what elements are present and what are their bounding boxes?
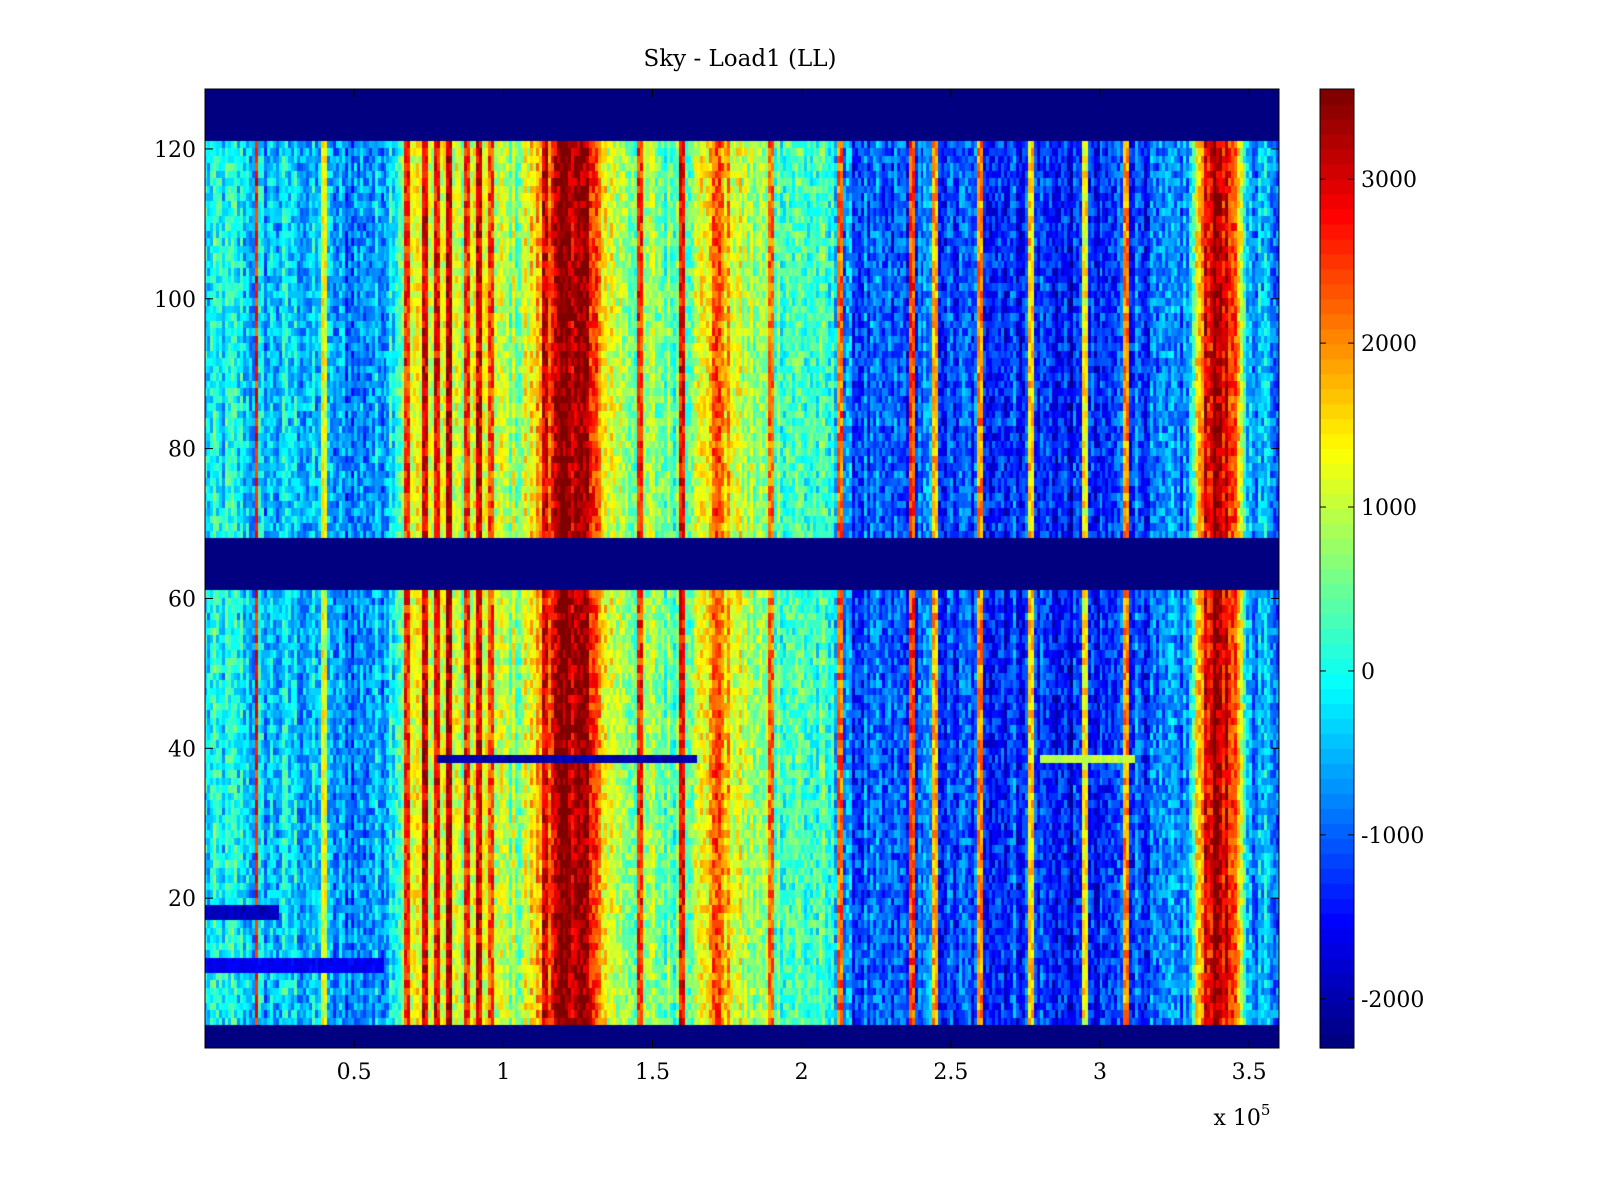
colorbar-segment <box>1320 223 1354 240</box>
colorbar-segment <box>1320 538 1354 555</box>
colorbar-segment <box>1320 298 1354 315</box>
y-tick-label: 20 <box>168 887 196 912</box>
colorbar-segment <box>1320 403 1354 420</box>
colorbar-segment <box>1320 628 1354 645</box>
colorbar-segment <box>1320 208 1354 225</box>
colorbar-segment <box>1320 838 1354 854</box>
plot-frame <box>204 88 1280 1049</box>
colorbar-segment <box>1320 418 1354 435</box>
colorbar-segment <box>1320 388 1354 405</box>
x-tick-label: 2.5 <box>933 1060 968 1085</box>
colorbar-segment <box>1320 89 1354 105</box>
colorbar-segment <box>1320 433 1354 450</box>
colorbar-segment <box>1320 1018 1354 1034</box>
colorbar-segment <box>1320 238 1354 255</box>
colorbar-segment <box>1320 343 1354 360</box>
colorbar-tick-label: 2000 <box>1361 332 1417 357</box>
colorbar-segment <box>1320 463 1354 480</box>
x-axis-scale-label: x 105 <box>1214 1101 1271 1131</box>
y-tick-label: 80 <box>168 438 196 463</box>
x-tick-label: 0.5 <box>337 1060 372 1085</box>
colorbar-segment <box>1320 268 1354 285</box>
colorbar-segment <box>1320 358 1354 375</box>
colorbar: -2000 -1000 0 1000 2000 3000 <box>1319 88 1424 1049</box>
colorbar-segment <box>1320 253 1354 270</box>
colorbar-segment <box>1320 103 1354 120</box>
colorbar-segment <box>1320 913 1354 929</box>
y-tick-label: 120 <box>154 138 196 163</box>
colorbar-segment <box>1320 493 1354 510</box>
colorbar-segment <box>1320 688 1354 704</box>
colorbar-segment <box>1320 1003 1354 1019</box>
x-axis-scale-base: x 10 <box>1214 1106 1261 1131</box>
x-tick-label: 3.5 <box>1232 1060 1267 1085</box>
colorbar-segment <box>1320 148 1354 165</box>
colorbar-segment <box>1320 853 1354 869</box>
colorbar-segment <box>1320 883 1354 899</box>
y-axis: 20 40 60 80 100 120 <box>154 138 1279 912</box>
colorbar-segment <box>1320 808 1354 824</box>
colorbar-tick-label: -2000 <box>1361 988 1424 1013</box>
colorbar-segment <box>1320 193 1354 210</box>
colorbar-segment <box>1320 658 1354 674</box>
chart-title: Sky - Load1 (LL) <box>643 46 836 72</box>
x-axis: 0.5 1 1.5 2 2.5 3 3.5 <box>337 89 1267 1085</box>
colorbar-tick-label: 0 <box>1361 660 1375 685</box>
colorbar-segment <box>1320 583 1354 600</box>
colorbar-segment <box>1320 373 1354 390</box>
colorbar-segment <box>1320 163 1354 180</box>
colorbar-tick-label: -1000 <box>1361 824 1424 849</box>
colorbar-segment <box>1320 703 1354 719</box>
colorbar-segment <box>1320 283 1354 300</box>
colorbar-frame <box>1319 88 1355 1049</box>
colorbar-segment <box>1320 1033 1354 1049</box>
x-tick-label: 2 <box>795 1060 809 1085</box>
colorbar-segment <box>1320 448 1354 465</box>
colorbar-segment <box>1320 988 1354 1004</box>
colorbar-segment <box>1320 313 1354 330</box>
x-axis-scale-exponent: 5 <box>1261 1101 1271 1119</box>
colorbar-segment <box>1320 868 1354 884</box>
colorbar-segment <box>1320 118 1354 135</box>
colorbar-segment <box>1320 568 1354 585</box>
x-tick-label: 1 <box>496 1060 510 1085</box>
heatmap-plot-area <box>204 88 1280 1049</box>
colorbar-tick-label: 3000 <box>1361 168 1417 193</box>
colorbar-segment <box>1320 943 1354 959</box>
colorbar-segment <box>1320 748 1354 764</box>
colorbar-segment <box>1320 598 1354 615</box>
y-tick-label: 60 <box>168 587 196 612</box>
colorbar-segment <box>1320 523 1354 540</box>
colorbar-segment <box>1320 823 1354 839</box>
colorbar-segment <box>1320 733 1354 749</box>
x-tick-label: 1.5 <box>635 1060 670 1085</box>
colorbar-tick-label: 1000 <box>1361 496 1417 521</box>
colorbar-segment <box>1320 133 1354 150</box>
heatmap-image <box>205 89 1279 1048</box>
x-tick-label: 3 <box>1093 1060 1107 1085</box>
colorbar-segment <box>1320 928 1354 944</box>
colorbar-segment <box>1320 673 1354 689</box>
colorbar-segment <box>1320 898 1354 914</box>
colorbar-segment <box>1320 778 1354 794</box>
y-tick-label: 100 <box>154 288 196 313</box>
colorbar-segment <box>1320 793 1354 809</box>
colorbar-segment <box>1320 973 1354 989</box>
y-tick-label: 40 <box>168 737 196 762</box>
colorbar-segment <box>1320 478 1354 495</box>
colorbar-segment <box>1320 718 1354 734</box>
colorbar-segment <box>1320 958 1354 974</box>
colorbar-segment <box>1320 763 1354 779</box>
colorbar-segment <box>1320 178 1354 195</box>
colorbar-segment <box>1320 328 1354 345</box>
colorbar-segment <box>1320 613 1354 630</box>
colorbar-segment <box>1320 553 1354 570</box>
colorbar-segment <box>1320 508 1354 525</box>
colorbar-segment <box>1320 643 1354 660</box>
